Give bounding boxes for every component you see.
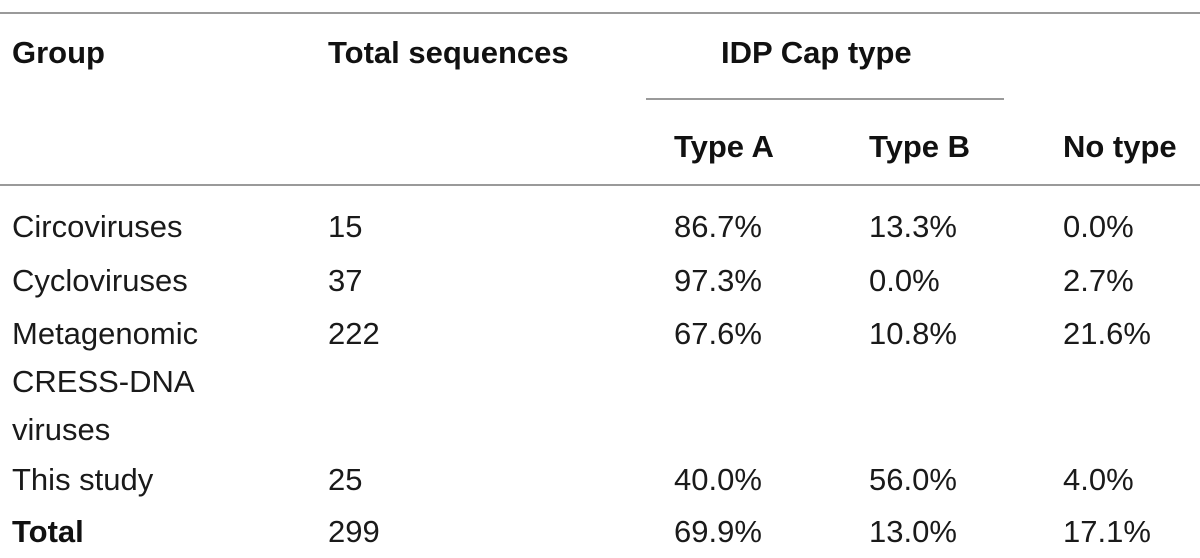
row-circoviruses-total: 15 — [328, 209, 363, 244]
header-no-type: No type — [1063, 129, 1177, 164]
header-type-b: Type B — [869, 129, 971, 164]
row-cycloviruses-type-b: 0.0% — [869, 263, 940, 298]
row-this-study-type-b: 56.0% — [869, 462, 957, 497]
row-metagenomic-no-type: 21.6% — [1063, 316, 1151, 351]
idp-cap-type-span-rule — [646, 98, 1004, 100]
row-this-study-no-type: 4.0% — [1063, 462, 1134, 497]
row-total-no-type: 17.1% — [1063, 514, 1151, 549]
row-cycloviruses-type-a: 97.3% — [674, 263, 762, 298]
row-metagenomic-total: 222 — [328, 316, 380, 351]
row-metagenomic-type-b: 10.8% — [869, 316, 957, 351]
row-circoviruses-group: Circoviruses — [12, 209, 183, 244]
row-total-type-b: 13.0% — [869, 514, 957, 549]
row-total-total: 299 — [328, 514, 380, 549]
row-total-type-a: 69.9% — [674, 514, 762, 549]
header-bottom-rule — [0, 184, 1200, 186]
row-cycloviruses-total: 37 — [328, 263, 363, 298]
row-circoviruses-no-type: 0.0% — [1063, 209, 1134, 244]
row-circoviruses-type-a: 86.7% — [674, 209, 762, 244]
row-metagenomic-type-a: 67.6% — [674, 316, 762, 351]
header-idp-cap-type: IDP Cap type — [721, 35, 912, 70]
row-total-group: Total — [12, 514, 84, 549]
row-this-study-group: This study — [12, 462, 154, 497]
header-group: Group — [12, 35, 105, 70]
row-circoviruses-type-b: 13.3% — [869, 209, 957, 244]
table-top-rule — [0, 12, 1200, 14]
row-metagenomic-group: Metagenomic CRESS-DNA viruses — [12, 316, 199, 447]
header-type-a: Type A — [674, 129, 774, 164]
row-this-study-type-a: 40.0% — [674, 462, 762, 497]
row-this-study-total: 25 — [328, 462, 363, 497]
header-total-sequences: Total sequences — [328, 35, 569, 70]
row-cycloviruses-no-type: 2.7% — [1063, 263, 1134, 298]
row-cycloviruses-group: Cycloviruses — [12, 263, 188, 298]
